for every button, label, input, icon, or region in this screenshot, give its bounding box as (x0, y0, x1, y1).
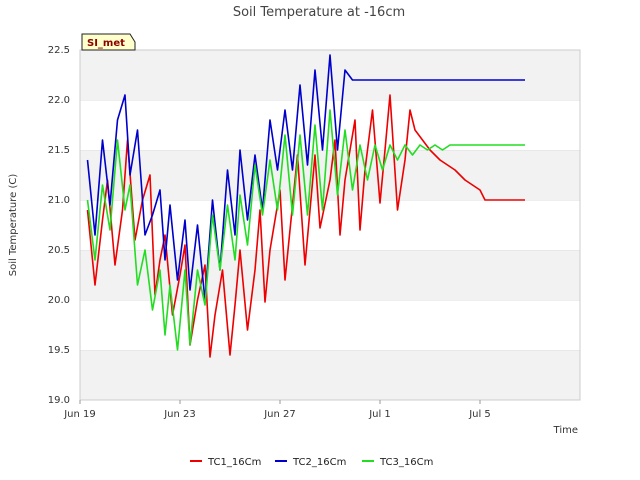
grid-band (80, 250, 580, 300)
y-tick-label: 22.5 (48, 45, 70, 56)
x-tick-label: Jun 19 (63, 409, 96, 420)
y-tick-label: 20.0 (48, 295, 70, 306)
series-lines (86, 54, 525, 358)
y-tick-label: 21.0 (48, 195, 70, 206)
y-tick-label: 19.5 (48, 345, 70, 356)
x-axis-title: Time (553, 425, 578, 436)
grid-band (80, 350, 580, 400)
x-tick-label: Jun 27 (263, 409, 296, 420)
grid-band (80, 100, 580, 150)
y-tick-label: 19.0 (48, 395, 70, 406)
series-line-tc2_16cm (86, 54, 525, 301)
x-tick-label: Jul 1 (368, 409, 391, 420)
x-tick-label: Jun 23 (163, 409, 196, 420)
legend-label: TC3_16Cm (379, 457, 433, 468)
legend: TC1_16Cm TC2_16Cm TC3_16Cm (190, 457, 433, 468)
plot-frame (79, 49, 581, 401)
grid-band (80, 300, 580, 350)
y-tick-label: 21.5 (48, 145, 70, 156)
site-badge-text: SI_met (87, 38, 125, 49)
background-bands (80, 49, 580, 400)
legend-label: TC2_16Cm (292, 457, 346, 468)
y-tick-label: 20.5 (48, 245, 70, 256)
series-line-tc3_16cm (86, 109, 525, 351)
y-axis-title: Soil Temperature (C) (8, 174, 19, 277)
x-axis: Jun 19 Jun 23 Jun 27 Jul 1 Jul 5 (63, 400, 491, 420)
y-axis: 19.0 19.5 20.0 20.5 21.0 21.5 22.0 22.5 (48, 45, 70, 406)
site-badge-shape (81, 33, 136, 51)
y-tick-label: 22.0 (48, 95, 70, 106)
site-badge: SI_met (81, 33, 136, 51)
legend-label: TC1_16Cm (207, 457, 261, 468)
x-tick-label: Jul 5 (468, 409, 491, 420)
chart-title: Soil Temperature at -16cm (233, 5, 405, 20)
